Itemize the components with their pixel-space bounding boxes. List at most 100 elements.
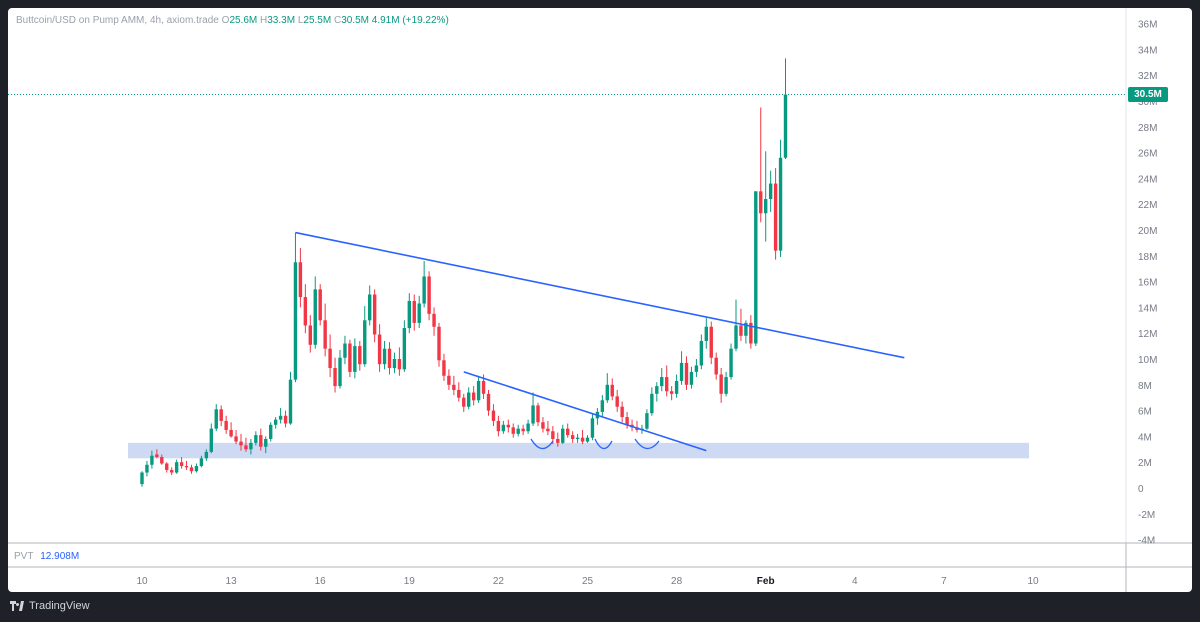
candle-body[interactable] [600,400,605,412]
candle-body[interactable] [764,199,768,214]
candle-body[interactable] [739,325,743,336]
candle-body[interactable] [457,389,461,398]
candle-body[interactable] [462,397,466,407]
candlestick-chart[interactable]: 36M 34M 32M 30M 28M 26M 24M 22M 20M 18M 16M 14M 12M 1… [8,8,1192,592]
candle-body[interactable] [570,435,575,439]
candle-body[interactable] [556,438,560,443]
candle-body[interactable] [516,428,520,434]
candle-body[interactable] [615,396,619,407]
candle-body[interactable] [561,428,565,443]
candle-body[interactable] [170,469,174,473]
candle-body[interactable] [368,294,372,321]
candle-body[interactable] [254,435,258,443]
candle-body[interactable] [694,365,699,372]
candle-body[interactable] [363,320,367,365]
candle-body[interactable] [531,405,535,424]
candle-body[interactable] [719,374,723,394]
candle-body[interactable] [412,300,416,323]
candle-body[interactable] [333,368,337,387]
candle-body[interactable] [620,406,624,418]
candle-body[interactable] [432,313,436,327]
candle-body[interactable] [348,343,352,372]
candle-body[interactable] [377,334,382,365]
candle-body[interactable] [417,303,421,323]
candle-body[interactable] [467,392,471,407]
candle-body[interactable] [204,451,209,459]
candle-body[interactable] [575,437,580,439]
candle-body[interactable] [140,472,144,485]
candle-body[interactable] [174,462,179,473]
candle-body[interactable] [407,300,411,329]
tradingview-brand[interactable]: TradingView [10,600,90,612]
candle-body[interactable] [269,424,273,439]
candle-body[interactable] [778,157,783,251]
candle-body[interactable] [471,392,476,401]
candle-body[interactable] [293,262,298,380]
trendline[interactable] [295,231,905,359]
candle-body[interactable] [679,362,684,381]
candle-body[interactable] [214,409,218,429]
candle-body[interactable] [674,380,679,394]
candle-body[interactable] [546,428,550,432]
candle-body[interactable] [704,326,708,341]
candle-body[interactable] [437,326,441,361]
candle-body[interactable] [729,348,733,378]
candle-body[interactable] [288,379,293,424]
candle-body[interactable] [491,410,496,421]
candle-body[interactable] [783,94,788,158]
candle-body[interactable] [605,384,609,401]
chart-frame[interactable]: 36M 34M 32M 30M 28M 26M 24M 22M 20M 18M 16M 14M 12M 1… [8,8,1192,592]
candle-body[interactable] [224,420,228,430]
candle-body[interactable] [689,371,694,385]
candle-body[interactable] [160,457,164,464]
candle-body[interactable] [402,328,407,370]
candle-body[interactable] [358,346,362,365]
candle-body[interactable] [452,384,456,390]
candle-body[interactable] [447,375,451,385]
candle-body[interactable] [229,429,233,437]
candle-body[interactable] [150,455,154,465]
candle-body[interactable] [625,417,629,425]
candle-body[interactable] [709,326,713,358]
candle-body[interactable] [234,436,238,442]
candle-body[interactable] [387,348,392,369]
candle-body[interactable] [278,415,283,420]
candle-body[interactable] [199,458,204,467]
candle-body[interactable] [511,427,515,434]
candle-body[interactable] [486,393,491,411]
candle-body[interactable] [323,320,327,349]
candle-body[interactable] [244,445,248,450]
candle-body[interactable] [303,297,308,326]
candle-body[interactable] [298,262,303,298]
candle-body[interactable] [189,467,194,472]
candle-body[interactable] [264,438,268,447]
pvt-indicator[interactable]: PVT 12.908M [14,551,79,562]
trendline[interactable] [463,371,707,452]
candle-body[interactable] [645,413,649,429]
candle-body[interactable] [397,359,402,370]
candle-body[interactable] [744,322,748,336]
candle-body[interactable] [219,409,223,421]
candle-body[interactable] [665,377,669,392]
candle-body[interactable] [551,431,555,439]
candle-body[interactable] [427,276,431,314]
candle-body[interactable] [754,191,758,344]
candle-body[interactable] [184,466,189,468]
candle-body[interactable] [442,360,446,376]
candle-body[interactable] [590,418,595,438]
candle-body[interactable] [585,437,590,442]
candle-body[interactable] [521,428,525,432]
candle-body[interactable] [650,393,654,414]
candle-body[interactable] [610,384,614,397]
candle-body[interactable] [155,454,159,458]
candle-body[interactable] [580,437,585,442]
candle-body[interactable] [566,428,570,436]
candle-body[interactable] [308,325,312,345]
candle-body[interactable] [392,359,397,369]
candle-body[interactable] [338,357,342,387]
candle-body[interactable] [724,377,728,394]
candle-body[interactable] [273,419,278,425]
candle-body[interactable] [759,191,763,214]
candle-body[interactable] [259,435,263,447]
candle-body[interactable] [328,348,332,369]
